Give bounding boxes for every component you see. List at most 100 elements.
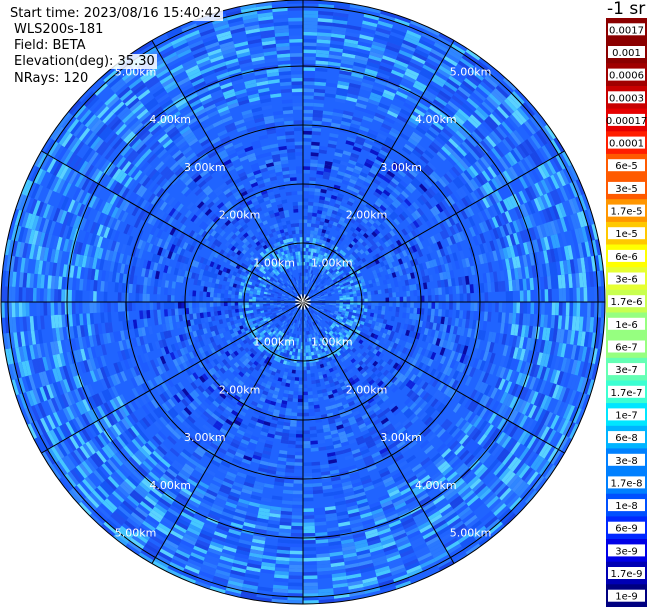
radar-cell <box>589 317 595 333</box>
radar-cell <box>336 266 341 271</box>
radar-cell <box>376 335 382 342</box>
radar-cell <box>403 493 416 502</box>
radar-cell <box>442 229 450 239</box>
radar-cell <box>463 77 478 90</box>
radar-cell <box>422 167 432 176</box>
radar-cell <box>570 344 577 360</box>
radar-cell <box>330 338 335 343</box>
radar-cell <box>286 454 295 459</box>
radar-cell <box>385 45 400 53</box>
radar-cell <box>313 312 317 316</box>
radar-cell <box>527 325 533 339</box>
radar-cell <box>335 316 340 321</box>
radar-cell <box>494 482 507 496</box>
radar-cell <box>400 375 408 383</box>
radar-cell <box>569 259 576 274</box>
radar-cell <box>574 228 582 244</box>
radar-cell <box>324 93 336 98</box>
radar-cell <box>545 207 554 222</box>
radar-cell <box>386 268 392 275</box>
radar-cell <box>540 410 550 425</box>
radar-cell <box>398 213 406 222</box>
radar-cell <box>565 200 574 216</box>
radar-cell <box>421 116 433 127</box>
radar-cell <box>475 174 486 186</box>
radar-cell <box>373 115 385 124</box>
radar-cell <box>310 230 315 235</box>
radar-cell <box>496 390 505 403</box>
radar-cell <box>424 405 434 415</box>
radar-cell <box>342 267 347 273</box>
radar-cell <box>316 319 320 323</box>
radar-cell <box>319 195 326 201</box>
radar-cell <box>512 232 520 245</box>
radar-cell <box>366 464 377 472</box>
radar-cell <box>489 240 496 252</box>
radar-cell <box>315 216 321 222</box>
radar-cell <box>466 494 480 507</box>
radar-cell <box>350 75 363 82</box>
radar-cell <box>440 316 445 325</box>
radar-cell <box>385 156 395 165</box>
radar-cell <box>441 58 456 70</box>
radar-cell <box>470 178 480 190</box>
radar-cell <box>378 238 385 246</box>
radar-cell <box>496 485 510 499</box>
radar-cell <box>342 325 347 330</box>
radar-cell <box>393 277 398 283</box>
radar-cell <box>467 475 480 487</box>
radar-cell <box>379 392 387 400</box>
radar-cell <box>372 222 379 229</box>
radar-cell <box>397 542 412 551</box>
radar-cell <box>437 265 443 274</box>
radar-cell <box>446 437 457 448</box>
radar-cell <box>343 299 347 302</box>
radar-cell <box>403 262 409 269</box>
radar-cell <box>322 351 327 356</box>
radar-cell <box>344 313 349 317</box>
radar-cell <box>308 355 312 360</box>
radar-cell <box>312 394 319 399</box>
radar-cell <box>334 325 339 330</box>
radar-cell <box>502 421 513 434</box>
radar-cell <box>421 152 432 162</box>
radar-cell <box>470 302 475 311</box>
radar-cell <box>317 338 321 343</box>
radar-cell <box>522 313 527 326</box>
radar-cell <box>364 298 368 302</box>
radar-cell <box>455 310 460 319</box>
radar-cell <box>410 415 419 424</box>
radar-cell <box>374 219 382 227</box>
radar-cell <box>467 180 477 192</box>
radar-cell <box>324 161 333 166</box>
radar-cell <box>334 203 341 209</box>
radar-cell <box>303 14 319 18</box>
radar-cell <box>366 441 376 449</box>
radar-cell <box>382 338 389 345</box>
radar-cell <box>499 450 511 464</box>
radar-cell <box>349 156 358 163</box>
radar-cell <box>338 293 343 297</box>
radar-cell <box>308 307 312 311</box>
radar-cell <box>238 600 256 604</box>
radar-cell <box>502 393 512 406</box>
radar-cell <box>304 290 307 294</box>
radar-cell <box>468 256 474 267</box>
radar-cell <box>498 378 506 391</box>
radar-cell <box>439 531 454 543</box>
radar-cell <box>445 309 450 318</box>
radar-cell <box>388 213 396 221</box>
radar-cell <box>321 348 326 353</box>
radar-cell <box>478 222 486 234</box>
radar-cell <box>316 323 320 328</box>
radar-cell <box>547 276 552 290</box>
radar-cell <box>356 310 361 314</box>
radar-cell <box>367 58 381 66</box>
radar-cell <box>494 377 503 389</box>
radar-cell <box>509 410 519 423</box>
radar-cell <box>335 323 340 328</box>
radar-cell <box>478 254 485 265</box>
radar-cell <box>416 388 425 397</box>
radar-cell <box>434 287 439 296</box>
radar-cell <box>331 276 336 281</box>
